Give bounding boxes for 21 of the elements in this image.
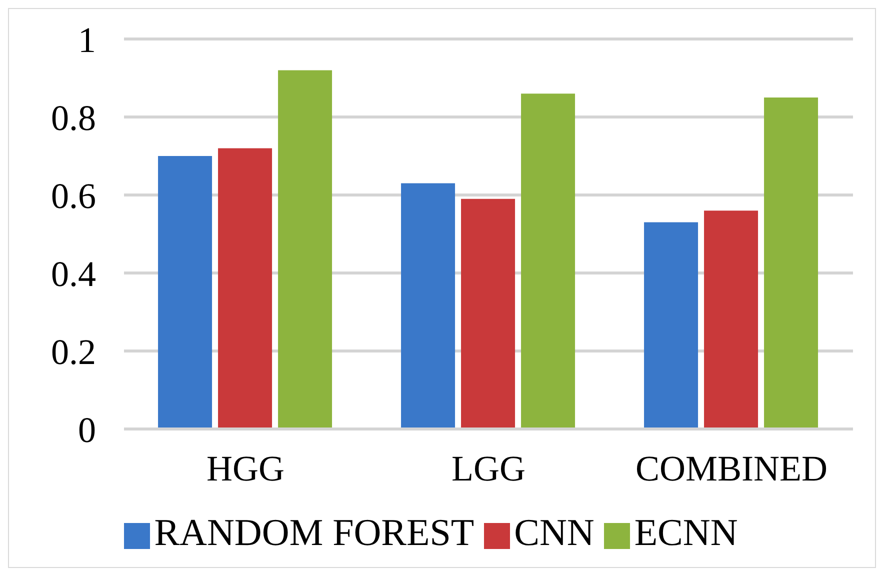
y-tick-label: 0.2 — [51, 332, 96, 372]
x-tick-label: COMBINED — [635, 448, 828, 489]
y-tick-label: 0 — [78, 410, 96, 450]
legend-label: RANDOM FOREST — [154, 512, 474, 554]
y-tick-label: 1 — [78, 20, 96, 60]
bar — [401, 183, 456, 429]
x-tick-label: LGG — [452, 448, 526, 489]
bar — [521, 94, 576, 429]
y-tick-label: 0.4 — [51, 254, 96, 294]
x-tick-label: HGG — [206, 448, 284, 489]
bar — [644, 222, 698, 429]
bar — [764, 98, 818, 429]
y-tick-label: 0.8 — [51, 98, 96, 138]
y-tick-label: 0.6 — [51, 176, 96, 216]
bar — [218, 148, 272, 429]
bar — [278, 70, 332, 429]
bar — [158, 156, 212, 429]
bar — [704, 210, 758, 429]
bar — [461, 198, 516, 429]
legend-label: ECNN — [634, 512, 738, 554]
legend-label: CNN — [514, 512, 594, 554]
